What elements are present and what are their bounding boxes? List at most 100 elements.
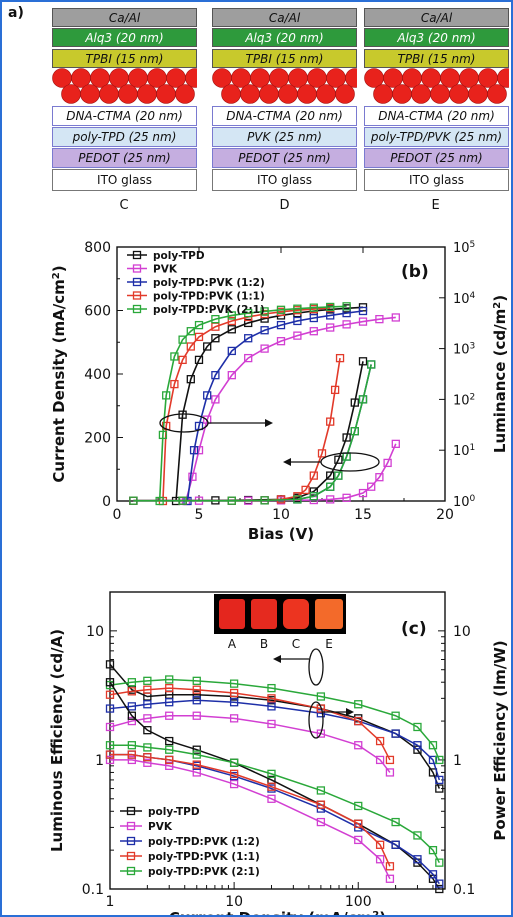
panel-c-tag: (c)	[401, 619, 427, 639]
y-right-tick-label-b: 100	[453, 494, 476, 510]
data-point-b	[326, 495, 335, 504]
nanoparticle	[468, 84, 488, 104]
data-point-c	[165, 675, 174, 684]
annotation-arrowhead-b2	[283, 458, 291, 466]
series-line-b-poly-tpd-pvk-2-1-luminance	[158, 305, 347, 502]
y-right-tick-label-b: 102	[453, 392, 475, 408]
legend-label-c-poly-tpd-pvk-2-1: poly-TPD:PVK (2:1)	[148, 866, 260, 878]
data-point-c	[192, 690, 201, 699]
data-point-b	[334, 455, 343, 464]
data-point-c	[435, 879, 444, 888]
legend-label-c-poly-tpd-pvk-1-1: poly-TPD:PVK (1:1)	[148, 851, 260, 863]
y-axis-label-c: Luminous Efficiency (cd/A)	[48, 629, 66, 852]
data-point-b	[186, 342, 195, 351]
emitting-pixel-a	[219, 599, 245, 629]
annotation-ellipse-c1	[308, 648, 324, 686]
data-point-b	[227, 346, 236, 356]
layer-c-6: ITO glass	[52, 169, 197, 191]
data-point-c	[391, 711, 400, 720]
nanoparticle	[335, 84, 355, 104]
data-point-c	[413, 855, 422, 864]
data-point-c	[192, 676, 201, 685]
series-line-b-pvk-luminance	[185, 316, 396, 502]
layer-d-3: DNA-CTMA (20 nm)	[212, 106, 357, 126]
data-point-c	[143, 685, 152, 694]
y-tick-label-c: 0.1	[82, 882, 104, 898]
series-line-b-pvk-current	[133, 443, 397, 502]
data-point-c	[385, 862, 395, 871]
data-point-b	[178, 335, 187, 344]
legend-marker-b	[132, 277, 142, 287]
y-right-axis-label-b: Luminance (cd/m2)	[491, 295, 509, 453]
y-tick-label-c: 10	[86, 624, 104, 640]
nanoparticle	[80, 84, 100, 104]
nanoparticle	[345, 68, 357, 88]
nanoparticle	[297, 84, 317, 104]
x-tick-label-b: 10	[272, 507, 290, 523]
data-point-b	[227, 311, 236, 320]
device-label-e: E	[431, 198, 440, 213]
data-point-b	[178, 496, 187, 505]
layer-e-0: Ca/Al	[364, 8, 509, 27]
data-point-c	[267, 694, 276, 703]
data-point-c	[105, 741, 115, 750]
data-point-c	[165, 698, 174, 707]
data-point-c	[143, 743, 152, 752]
data-point-b	[358, 395, 368, 404]
nanoparticle	[99, 84, 119, 104]
data-point-c	[127, 678, 137, 687]
data-point-c	[435, 784, 444, 793]
data-point-b	[188, 472, 197, 481]
data-point-b	[194, 446, 204, 455]
data-point-c	[385, 768, 395, 777]
data-point-c	[435, 884, 444, 894]
emitting-pixel-c	[283, 599, 309, 629]
inset-label-b: B	[260, 637, 268, 651]
data-point-b	[326, 482, 335, 491]
data-point-c	[192, 696, 201, 705]
data-point-b	[186, 327, 195, 336]
layer-c-0: Ca/Al	[52, 8, 197, 27]
data-point-b	[244, 318, 253, 328]
data-point-c	[105, 722, 115, 732]
series-line-b-poly-tpd-pvk-1-1-luminance	[162, 307, 331, 502]
data-point-c	[143, 714, 152, 723]
data-point-c	[229, 714, 239, 723]
nanoparticle	[221, 84, 241, 104]
y-tick-label-b: 200	[84, 431, 111, 447]
nanoparticle	[137, 84, 157, 104]
legend-marker-b	[132, 264, 142, 273]
y-right-tick-label-c: 1	[453, 753, 462, 769]
annotation-arrowhead-c1	[273, 655, 281, 663]
nanoparticle	[61, 84, 81, 104]
data-point-b	[326, 302, 335, 312]
nanoparticle	[449, 84, 469, 104]
legend-marker-b	[132, 250, 142, 260]
nanoparticle-layer-c	[52, 68, 197, 104]
series-line-c-poly-tpd-pvk-2-1-luminous	[109, 678, 441, 761]
data-point-b	[244, 308, 253, 318]
data-point-b	[358, 357, 368, 366]
data-point-b	[326, 471, 335, 480]
data-point-c	[127, 711, 137, 720]
legend-marker-c	[126, 836, 136, 846]
nanoparticle	[430, 84, 450, 104]
x-tick-label-b: 20	[436, 507, 454, 523]
x-tick-label-c: 10	[225, 894, 243, 910]
data-point-c	[229, 698, 239, 707]
annotation-ellipse-c2	[308, 701, 324, 739]
data-point-c	[165, 711, 174, 720]
data-point-c	[267, 782, 276, 791]
y-tick-label-b: 0	[102, 494, 111, 510]
series-line-c-pvk-luminous	[109, 714, 391, 773]
data-point-c	[105, 755, 115, 765]
legend-marker-c	[126, 851, 136, 861]
data-point-c	[267, 683, 276, 693]
y-right-tick-label-b: 101	[453, 443, 475, 459]
data-point-b	[194, 355, 204, 365]
nanoparticle	[278, 84, 298, 104]
chart-b: 0 5 10 15 200200400600800100101102103104105B…	[50, 240, 509, 543]
layer-e-5: PEDOT (25 nm)	[364, 148, 509, 168]
layer-e-2: TPBI (15 nm)	[364, 49, 509, 68]
data-point-b	[375, 314, 384, 324]
